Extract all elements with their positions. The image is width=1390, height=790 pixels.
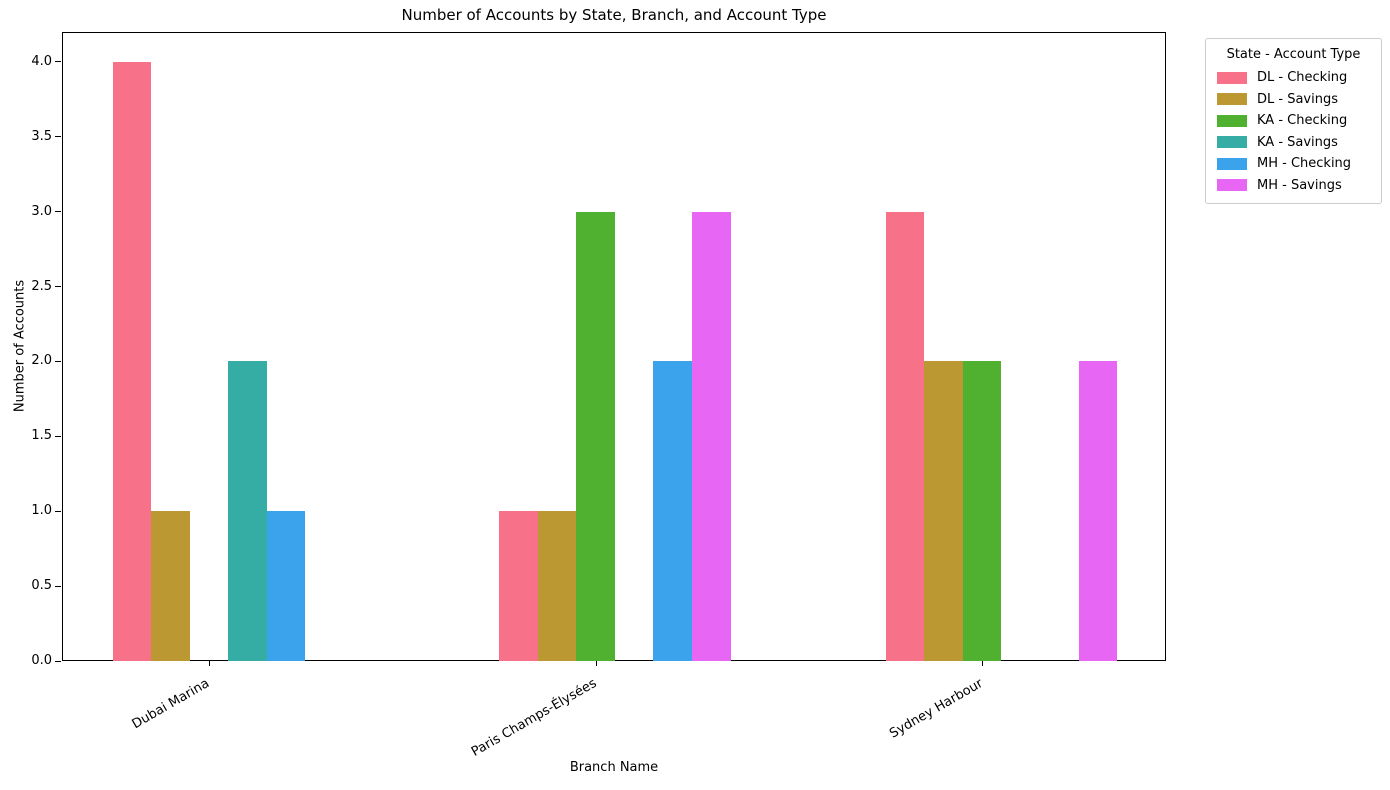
x-tick-label-dubai-marina: Dubai Marina [130, 676, 213, 733]
bar-mh-savings-sydney-harbour [1078, 361, 1118, 661]
legend-row-dl-checking: DL - Checking [1214, 67, 1373, 89]
legend-swatch-icon [1217, 179, 1247, 192]
legend-row-mh-checking: MH - Checking [1214, 153, 1373, 175]
y-tick-mark [55, 286, 61, 288]
legend-swatch-icon [1217, 157, 1247, 170]
x-tick-label-sydney-harbour: Sydney Harbour [886, 676, 986, 742]
legend-label: MH - Checking [1257, 156, 1352, 172]
chart-title: Number of Accounts by State, Branch, and… [401, 6, 827, 24]
y-tick-label: 4.0 [31, 53, 52, 69]
bar-dl-checking-dubai-marina [112, 61, 152, 661]
y-tick-label: 1.5 [31, 428, 52, 444]
x-tick-label-paris-champs-élysées: Paris Champs-Élysées [468, 676, 599, 760]
legend-label: KA - Savings [1257, 134, 1338, 150]
bar-ka-checking-sydney-harbour [962, 361, 1002, 661]
y-tick-mark [55, 61, 61, 63]
bar-dl-checking-sydney-harbour [885, 211, 925, 661]
legend-row-dl-savings: DL - Savings [1214, 89, 1373, 111]
bar-dl-savings-sydney-harbour [924, 361, 963, 661]
legend-label: MH - Savings [1257, 177, 1342, 193]
y-tick-label: 2.0 [31, 353, 52, 369]
y-tick-label: 0.5 [31, 578, 52, 594]
y-tick-mark [55, 585, 61, 587]
y-tick-mark [55, 435, 61, 437]
y-tick-label: 2.5 [31, 278, 52, 294]
y-axis-label: Number of Accounts [12, 279, 28, 413]
bar-mh-checking-paris-champs-élysées [653, 361, 692, 661]
bar-ka-checking-paris-champs-élysées [576, 211, 615, 661]
x-tick-mark [209, 661, 210, 666]
legend-title: State - Account Type [1226, 47, 1361, 62]
y-tick-mark [55, 211, 61, 213]
legend-items: DL - Checking DL - Savings KA - Checking KA… [1214, 67, 1373, 196]
y-tick-mark [55, 360, 61, 362]
y-tick-label: 1.0 [31, 503, 52, 519]
x-tick-mark [982, 661, 983, 666]
legend-swatch-icon [1217, 136, 1247, 149]
bar-dl-checking-paris-champs-élysées [499, 511, 538, 661]
legend-row-mh-savings: MH - Savings [1214, 175, 1373, 197]
legend-row-ka-savings: KA - Savings [1214, 132, 1373, 154]
legend-swatch-icon [1217, 114, 1247, 127]
bar-mh-savings-paris-champs-élysées [692, 211, 731, 661]
y-tick-mark [55, 510, 61, 512]
x-tick-mark [595, 661, 597, 666]
legend-label: KA - Checking [1257, 113, 1348, 129]
bar-dl-savings-paris-champs-élysées [537, 511, 577, 661]
legend-label: DL - Checking [1257, 70, 1348, 86]
legend-box: State - Account Type DL - Checking DL - S… [1205, 38, 1382, 204]
y-tick-label: 0.0 [31, 653, 52, 668]
bar-mh-checking-dubai-marina [266, 511, 306, 661]
bar-dl-savings-dubai-marina [151, 511, 190, 661]
y-tick-label: 3.5 [31, 128, 52, 144]
x-axis-label: Branch Name [569, 760, 659, 775]
bar-ka-savings-dubai-marina [228, 361, 267, 661]
y-tick-mark [55, 660, 61, 662]
legend-label: DL - Savings [1257, 91, 1338, 107]
y-tick-mark [55, 136, 61, 138]
y-tick-label: 3.0 [31, 203, 52, 219]
legend-swatch-icon [1217, 71, 1247, 84]
legend-row-ka-checking: KA - Checking [1214, 110, 1373, 132]
legend-swatch-icon [1217, 93, 1247, 106]
